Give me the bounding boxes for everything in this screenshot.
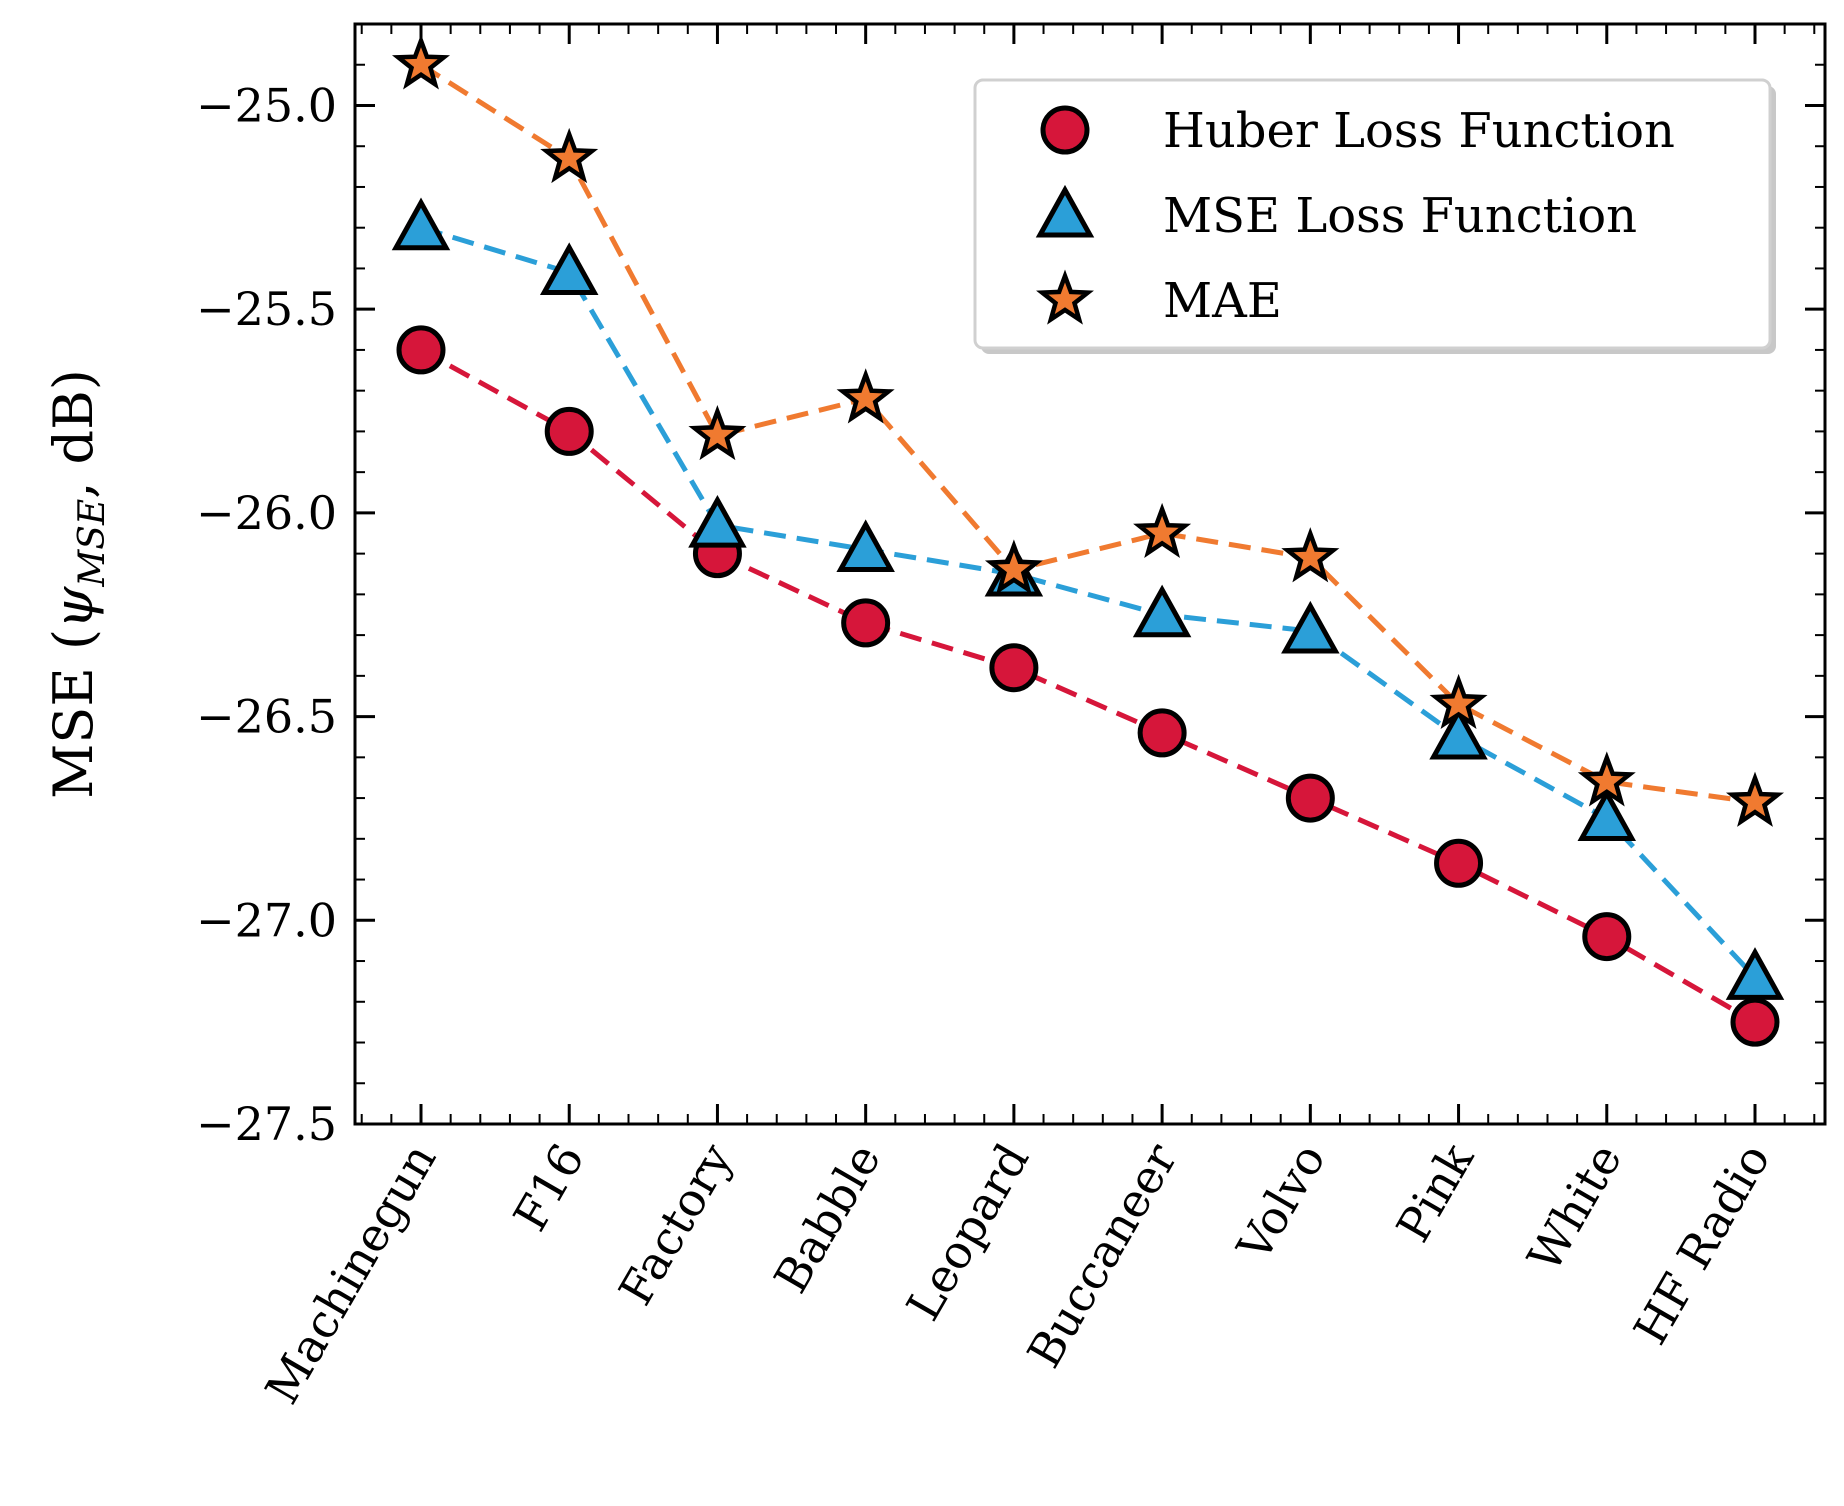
y-tick-labels: −25.0 −25.5 −26.0 −26.5 −27.0 −27.5 xyxy=(196,78,337,1151)
y-tick-label: −26.0 xyxy=(196,486,337,540)
x-tick-label: Leopard xyxy=(896,1135,1040,1330)
y-tick-label: −27.0 xyxy=(196,893,337,947)
point-mse-loss-function xyxy=(1429,706,1488,760)
legend-marker-huber-loss-function xyxy=(1040,105,1090,155)
point-huber-loss-function xyxy=(1137,708,1187,758)
point-mse-loss-function xyxy=(1577,788,1637,841)
point-mse-loss-function xyxy=(1281,600,1340,654)
point-huber-loss-function xyxy=(1582,912,1632,962)
legend-label-huber-loss-function: Huber Loss Function xyxy=(1163,103,1675,159)
series-markers xyxy=(391,34,1785,1047)
x-tick-label: Pink xyxy=(1386,1134,1485,1251)
point-huber-loss-function xyxy=(989,643,1039,693)
point-huber-loss-function xyxy=(1730,997,1780,1047)
x-tick-label: HF Radio xyxy=(1623,1135,1781,1354)
point-huber-loss-function xyxy=(396,325,446,375)
y-tick-label: −25.0 xyxy=(196,78,337,132)
x-tick-label: Babble xyxy=(763,1135,891,1302)
point-huber-loss-function xyxy=(544,406,594,456)
point-mae xyxy=(1429,673,1488,730)
x-tick-label: Factory xyxy=(608,1134,743,1314)
legend-box xyxy=(973,78,1772,350)
point-mse-loss-function xyxy=(688,494,747,548)
point-mae xyxy=(836,368,895,424)
series-line-mae xyxy=(419,62,1756,805)
legend-label-mae: MAE xyxy=(1163,273,1282,329)
point-huber-loss-function xyxy=(1285,773,1335,823)
point-mae xyxy=(688,404,747,461)
point-mse-loss-function xyxy=(539,242,599,296)
series-lines xyxy=(419,62,1757,1025)
point-mae xyxy=(1133,502,1192,558)
x-tick-label: White xyxy=(1517,1135,1632,1281)
x-tick-label: Volvo xyxy=(1226,1135,1336,1271)
y-axis-title: MSE (ψMSE, dB) xyxy=(42,369,113,799)
point-mse-loss-function xyxy=(1725,947,1785,1000)
point-mae xyxy=(984,539,1043,595)
x-tick-label: F16 xyxy=(503,1135,595,1240)
point-mse-loss-function xyxy=(1132,584,1192,638)
y-axis-title-psi: ψ xyxy=(42,586,105,629)
series-line-huber-loss-function xyxy=(419,347,1757,1025)
point-mse-loss-function xyxy=(836,519,895,573)
legend-marker-mae xyxy=(1036,269,1094,325)
point-huber-loss-function xyxy=(841,598,891,648)
x-tick-label: Machinegun xyxy=(255,1135,447,1413)
y-axis-title-tail: , dB) xyxy=(42,369,105,499)
x-tick-labels: Machinegun F16 Factory Babble LeopardBuccane… xyxy=(255,1134,1781,1413)
point-mae xyxy=(1281,527,1340,583)
point-mae xyxy=(391,34,451,90)
point-mae xyxy=(1577,751,1636,807)
point-huber-loss-function xyxy=(1434,838,1484,888)
y-tick-label: −25.5 xyxy=(196,282,337,336)
series-line-mse-loss-function xyxy=(420,225,1757,980)
point-mse-loss-function xyxy=(391,197,451,251)
y-tick-label: −27.5 xyxy=(196,1097,337,1151)
plot-frame xyxy=(353,22,1827,1126)
legend-marker-mse-loss-function xyxy=(1035,184,1095,238)
legend-label-mse-loss-function: MSE Loss Function xyxy=(1163,188,1637,244)
y-axis-title-main: MSE ( xyxy=(42,629,105,799)
legend: Huber Loss Function MSE Loss Function MAE xyxy=(973,78,1776,354)
point-mae xyxy=(1725,771,1785,827)
point-mae xyxy=(540,127,599,184)
y-axis-title-sub: MSE xyxy=(72,499,113,588)
x-tick-label: Buccaneer xyxy=(1017,1135,1188,1377)
y-tick-label: −26.5 xyxy=(196,690,337,744)
